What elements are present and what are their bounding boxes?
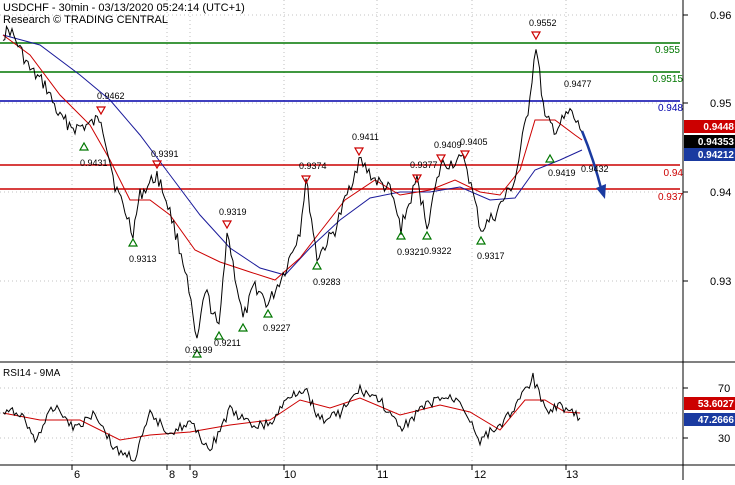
high-markers: [95, 31, 542, 230]
annotation-label: 0.9432: [581, 164, 609, 174]
high-marker: [411, 174, 423, 184]
annotation-label: 0.9319: [219, 207, 247, 217]
x-tick-label: 9: [192, 469, 198, 480]
rsi-box-ma-label: 53.6027: [698, 399, 735, 410]
high-marker: [151, 160, 163, 170]
low-marker: [78, 141, 90, 151]
level-label-094: 0.94: [664, 168, 684, 179]
x-tick-label: 12: [474, 469, 486, 480]
low-marker: [262, 308, 274, 318]
annotation-label: 0.9377: [410, 160, 438, 170]
x-tick-label: 10: [284, 469, 296, 480]
annotation-label: 0.9211: [214, 338, 241, 348]
high-marker: [530, 31, 542, 41]
annotation-label: 0.9317: [477, 251, 505, 261]
annotation-label: 0.9462: [97, 91, 125, 101]
high-marker: [353, 147, 365, 157]
high-marker: [95, 106, 107, 116]
annotation-label: 0.9374: [299, 161, 327, 171]
annotation-label: 0.9411: [352, 132, 379, 142]
annotation-label: 0.9227: [263, 323, 291, 333]
rsi-box-ma: [684, 397, 735, 410]
level-label-09515: 0.9515: [652, 74, 683, 85]
rsi-tick-label: 70: [718, 383, 730, 395]
level-label-0937: 0.937: [658, 192, 683, 203]
price-box-last: [684, 135, 735, 148]
low-marker: [127, 237, 139, 247]
low-marker: [395, 230, 407, 240]
y-tick-label: 0.94: [710, 187, 731, 199]
chart-subtitle: Research © TRADING CENTRAL: [3, 14, 168, 26]
annotation-label: 0.9405: [460, 137, 488, 147]
low-marker: [213, 330, 225, 340]
low-marker: [475, 235, 487, 245]
high-marker: [435, 154, 447, 164]
annotation-label: 0.9552: [529, 18, 557, 28]
level-label-0955: 0.955: [655, 45, 680, 56]
rsi-box-value-label: 47.2666: [698, 415, 735, 426]
rsi-title: RSI14 - 9MA: [3, 368, 61, 379]
price-box-ma-fast: [684, 120, 735, 133]
high-marker: [221, 220, 233, 230]
annotation-label: 0.9391: [151, 149, 179, 159]
annotation-label: 0.9321: [397, 247, 425, 257]
level-label-0948: 0.948: [658, 103, 683, 114]
rsi-ma-line: [2, 397, 581, 441]
ma-slow-line: [2, 34, 583, 276]
x-tick-label: 11: [377, 469, 388, 480]
x-tick-label: 8: [169, 469, 175, 480]
low-markers: [78, 141, 556, 358]
high-marker: [300, 175, 312, 185]
price-box-last-label: 0.94353: [698, 137, 735, 148]
price-box-ma-slow-label: 0.94212: [698, 150, 735, 161]
annotation-label: 0.9409: [434, 140, 462, 150]
low-marker: [191, 348, 203, 358]
annotation-label: 0.9283: [313, 277, 341, 287]
low-marker: [544, 153, 556, 163]
annotation-label: 0.9322: [424, 246, 452, 256]
annotation-label: 0.9431: [80, 158, 108, 168]
x-tick-label: 13: [566, 469, 578, 480]
ma-fast-line: [2, 34, 583, 281]
price-series: [2, 24, 583, 339]
low-marker: [421, 230, 433, 240]
chart-title: USDCHF - 30min - 03/13/2020 05:24:14 (UT…: [3, 2, 245, 14]
y-tick-label: 0.93: [710, 276, 731, 288]
annotation-label: 0.9313: [129, 254, 157, 264]
low-marker: [237, 322, 249, 332]
annotation-label: 0.9419: [548, 168, 576, 178]
y-tick-label: 0.96: [710, 10, 731, 22]
high-marker: [459, 150, 471, 160]
rsi-line: [2, 372, 581, 462]
price-box-ma-slow: [684, 148, 735, 161]
x-tick-label: 6: [74, 469, 80, 480]
price-box-ma-fast-label: 0.9448: [703, 122, 734, 133]
projection-arrowhead: [596, 184, 606, 199]
rsi-box-value: [684, 413, 735, 426]
low-marker: [311, 260, 323, 270]
rsi-tick-label: 30: [718, 433, 730, 445]
annotation-label: 0.9199: [185, 345, 213, 355]
annotation-label: 0.9477: [564, 79, 592, 89]
projection-arrow: [580, 130, 604, 193]
y-tick-label: 0.95: [710, 98, 731, 110]
